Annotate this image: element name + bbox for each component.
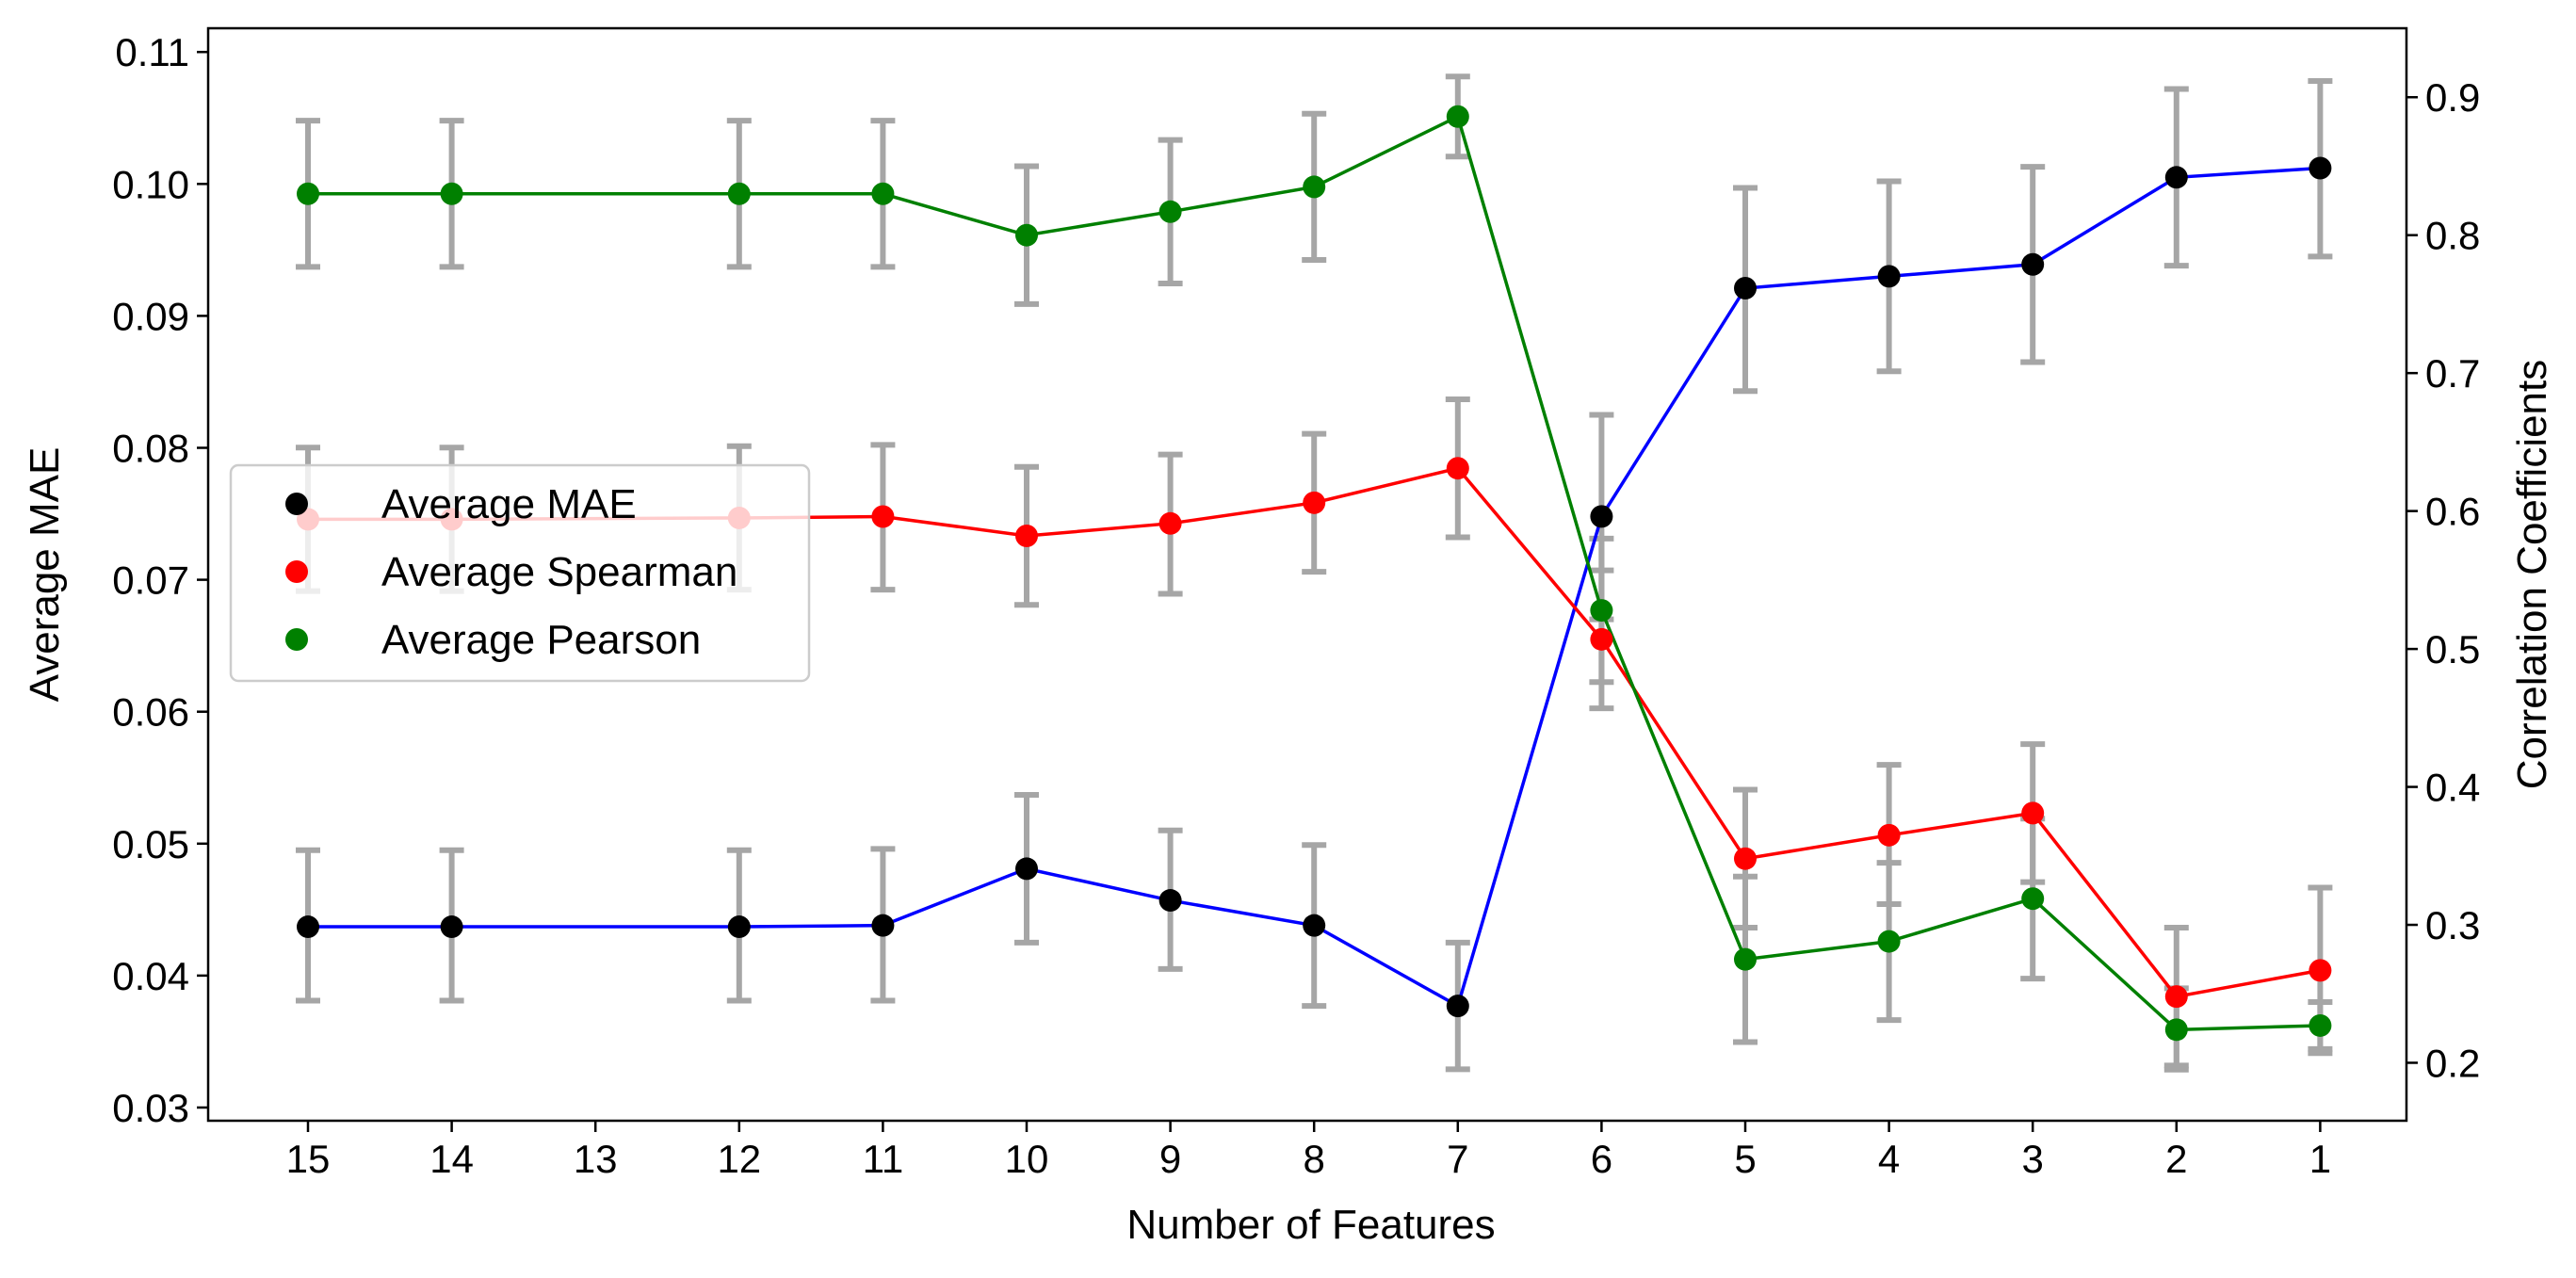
average-spearman-point [2309, 959, 2332, 982]
average-mae-point [440, 915, 463, 939]
x-tick-label: 14 [429, 1137, 474, 1181]
y-left-tick-label: 0.07 [112, 558, 189, 603]
average-spearman-point [1015, 524, 1038, 547]
average-mae-point [1590, 505, 1613, 528]
y-right-tick-label: 0.7 [2425, 351, 2480, 396]
legend-label: Average Spearman [381, 549, 737, 595]
y-left-tick-label: 0.06 [112, 690, 189, 735]
x-tick-label: 11 [863, 1137, 904, 1181]
y-axis-left-label: Average MAE [22, 447, 68, 703]
legend-marker [285, 493, 308, 515]
x-axis-label: Number of Features [1126, 1202, 1495, 1248]
average-pearson-point [440, 182, 463, 205]
legend-label: Average MAE [381, 481, 637, 527]
average-mae-line [308, 166, 2321, 1009]
average-mae-point [297, 915, 319, 939]
average-pearson-point [1446, 105, 1469, 128]
average-pearson-line [308, 114, 2321, 1032]
y-right-tick-label: 0.2 [2425, 1041, 2480, 1085]
y-left-tick-label: 0.04 [112, 954, 189, 998]
average-spearman-point [1877, 823, 1901, 847]
x-tick-label: 13 [574, 1137, 618, 1181]
y-axis-right-label: Correlation Coefficients [2509, 360, 2555, 790]
average-pearson-point [1734, 947, 1757, 971]
x-tick-label: 10 [1005, 1137, 1049, 1181]
average-spearman-point [1734, 847, 1757, 870]
average-mae-point [1734, 276, 1757, 299]
average-mae-point [2021, 252, 2045, 276]
legend-marker [285, 628, 308, 651]
average-pearson-point [871, 182, 895, 205]
average-pearson-point [727, 182, 751, 205]
x-tick-label: 6 [1591, 1137, 1612, 1181]
y-right-tick-label: 0.8 [2425, 214, 2480, 258]
x-tick-label: 5 [1734, 1137, 1756, 1181]
average-spearman-point [2021, 801, 2045, 825]
average-mae-point [727, 915, 751, 939]
y-right-tick-label: 0.3 [2425, 903, 2480, 947]
legend-label: Average Pearson [381, 617, 701, 663]
legend-marker [285, 560, 308, 583]
axes-layer: 15 14 13 12 11 10 9 8 7 6 5 4 3 2 1 0.03 0.04 0.05 0.06 0.0… [112, 26, 2480, 1181]
average-pearson-point [297, 182, 319, 205]
average-spearman-point [2164, 985, 2188, 1009]
average-mae-point [1446, 995, 1469, 1018]
average-spearman-point [1446, 457, 1469, 480]
x-tick-label: 12 [717, 1137, 761, 1181]
average-mae-point [1303, 914, 1326, 937]
legend: Average MAE Average Spearman Average Pears… [229, 463, 811, 683]
average-pearson-point [2309, 1013, 2332, 1037]
y-right-tick-label: 0.9 [2425, 75, 2480, 120]
x-tick-label: 3 [2022, 1137, 2044, 1181]
average-spearman-point [871, 505, 895, 528]
markers-layer [297, 105, 2332, 1042]
x-tick-label: 1 [2309, 1137, 2331, 1181]
x-tick-label: 8 [1304, 1137, 1325, 1181]
average-pearson-point [2164, 1018, 2188, 1042]
y-left-tick-label: 0.05 [112, 822, 189, 866]
average-mae-point [2309, 156, 2332, 180]
x-tick-label: 2 [2165, 1137, 2187, 1181]
x-tick-label: 7 [1447, 1137, 1468, 1181]
average-mae-point [871, 914, 895, 937]
y-left-tick-label: 0.10 [112, 162, 189, 206]
y-left-tick-label: 0.09 [112, 294, 189, 338]
y-left-tick-label: 0.08 [112, 427, 189, 471]
plot-frame [206, 26, 2408, 1123]
average-mae-point [1015, 857, 1038, 881]
average-mae-point [1877, 265, 1901, 288]
average-spearman-point [1303, 491, 1326, 514]
average-pearson-point [1015, 223, 1038, 247]
average-pearson-point [1158, 200, 1182, 223]
average-pearson-point [2021, 887, 2045, 911]
average-mae-point [1158, 889, 1182, 913]
x-tick-label: 9 [1159, 1137, 1181, 1181]
average-mae-point [2164, 166, 2188, 189]
x-tick-label: 15 [286, 1137, 331, 1181]
y-right-tick-label: 0.5 [2425, 627, 2480, 671]
average-pearson-point [1303, 175, 1326, 199]
x-tick-label: 4 [1878, 1137, 1900, 1181]
y-left-tick-label: 0.03 [112, 1086, 189, 1130]
average-spearman-point [1158, 511, 1182, 535]
legend-box [229, 463, 811, 683]
y-right-tick-label: 0.6 [2425, 490, 2480, 534]
average-spearman-point [1590, 627, 1613, 651]
average-pearson-point [1877, 930, 1901, 953]
y-left-tick-label: 0.11 [115, 30, 189, 74]
average-pearson-point [1590, 599, 1613, 623]
y-right-tick-label: 0.4 [2425, 766, 2480, 810]
